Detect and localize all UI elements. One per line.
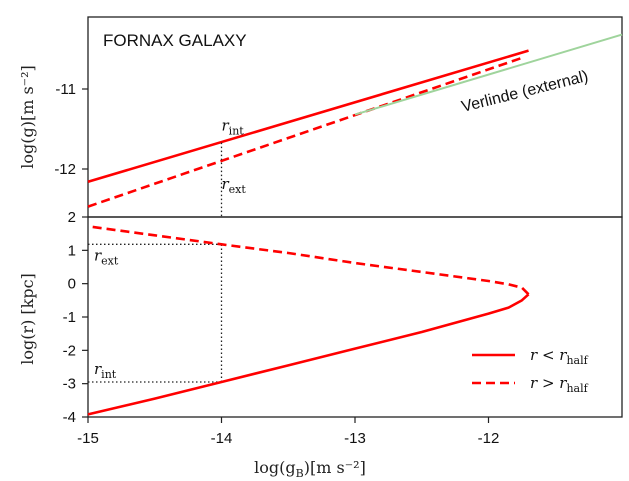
top-y-tick-label: -12 [54,161,76,178]
x-tick-label: -14 [211,430,233,447]
bottom-y-tick-label: -4 [63,409,76,426]
top-panel-title: FORNAX GALAXY [103,31,247,50]
top-series-line-1 [87,55,525,208]
top-series-line-0 [87,49,529,184]
bottom-x-axis-label: log(gB)[m s⁻²] [254,458,366,480]
legend-label-op: > [542,374,559,392]
bottom-series-line-1 [87,225,530,296]
x-tick-label: -12 [478,430,500,447]
legend-label-rr: r [559,346,567,364]
top-y-axis-label-unit: [m s⁻²] [18,65,37,121]
bottom-y-tick-label: 2 [68,209,76,226]
bottom-y-tick-label: 0 [68,276,76,293]
bottom-y-tick-label: 1 [68,242,76,259]
legend-label-sub: half [566,354,588,367]
top-annotation-ext: rext [222,175,247,196]
bottom-y-tick-label: -1 [63,309,76,326]
x-axis-label-text: log(g [254,458,295,477]
legend-label-r: r [530,346,542,364]
x-axis-label-unit: )[m s⁻²] [304,458,366,477]
legend-label-sub: half [566,382,588,395]
bottom-y-tick-label: -3 [63,376,76,393]
top-annotation-int-sub: int [229,125,245,138]
x-tick-label: -15 [77,430,99,447]
bottom-annotation-ext-symbol: r [94,246,102,264]
legend-label-rr: r [559,374,567,392]
bottom-y-axis-label: log(r) [kpc] [18,273,37,365]
bottom-annotation-int-symbol: r [94,360,102,378]
bottom-y-tick-label: -2 [63,342,76,359]
bottom-annotation-int-sub: int [101,368,117,381]
top-annotation-ext-sub: ext [229,183,247,196]
top-annotation-ext-symbol: r [222,175,230,193]
legend-label-op: < [542,346,559,364]
bottom-annotation-int: rint [94,360,117,381]
verlinde-label: Verlinde (external) [460,68,590,116]
bottom-series-line-0 [87,293,530,416]
legend-label-solid: r < rhalf [530,346,589,367]
top-y-axis-label: log(g)[m s⁻²] [18,65,37,169]
x-axis-label-sub: B [296,467,304,480]
bottom-annotation-ext: rext [94,246,119,267]
x-tick-label: -13 [344,430,366,447]
legend-label-r: r [530,374,542,392]
bottom-annotation-ext-sub: ext [101,254,119,267]
top-y-axis-label-text: log(g) [18,121,37,169]
top-annotation-int: rint [222,117,245,138]
top-series-line-2 [354,33,623,116]
top-y-tick-label: -11 [55,81,76,98]
legend-label-dashed: r > rhalf [530,374,589,395]
top-annotation-int-symbol: r [222,117,230,135]
